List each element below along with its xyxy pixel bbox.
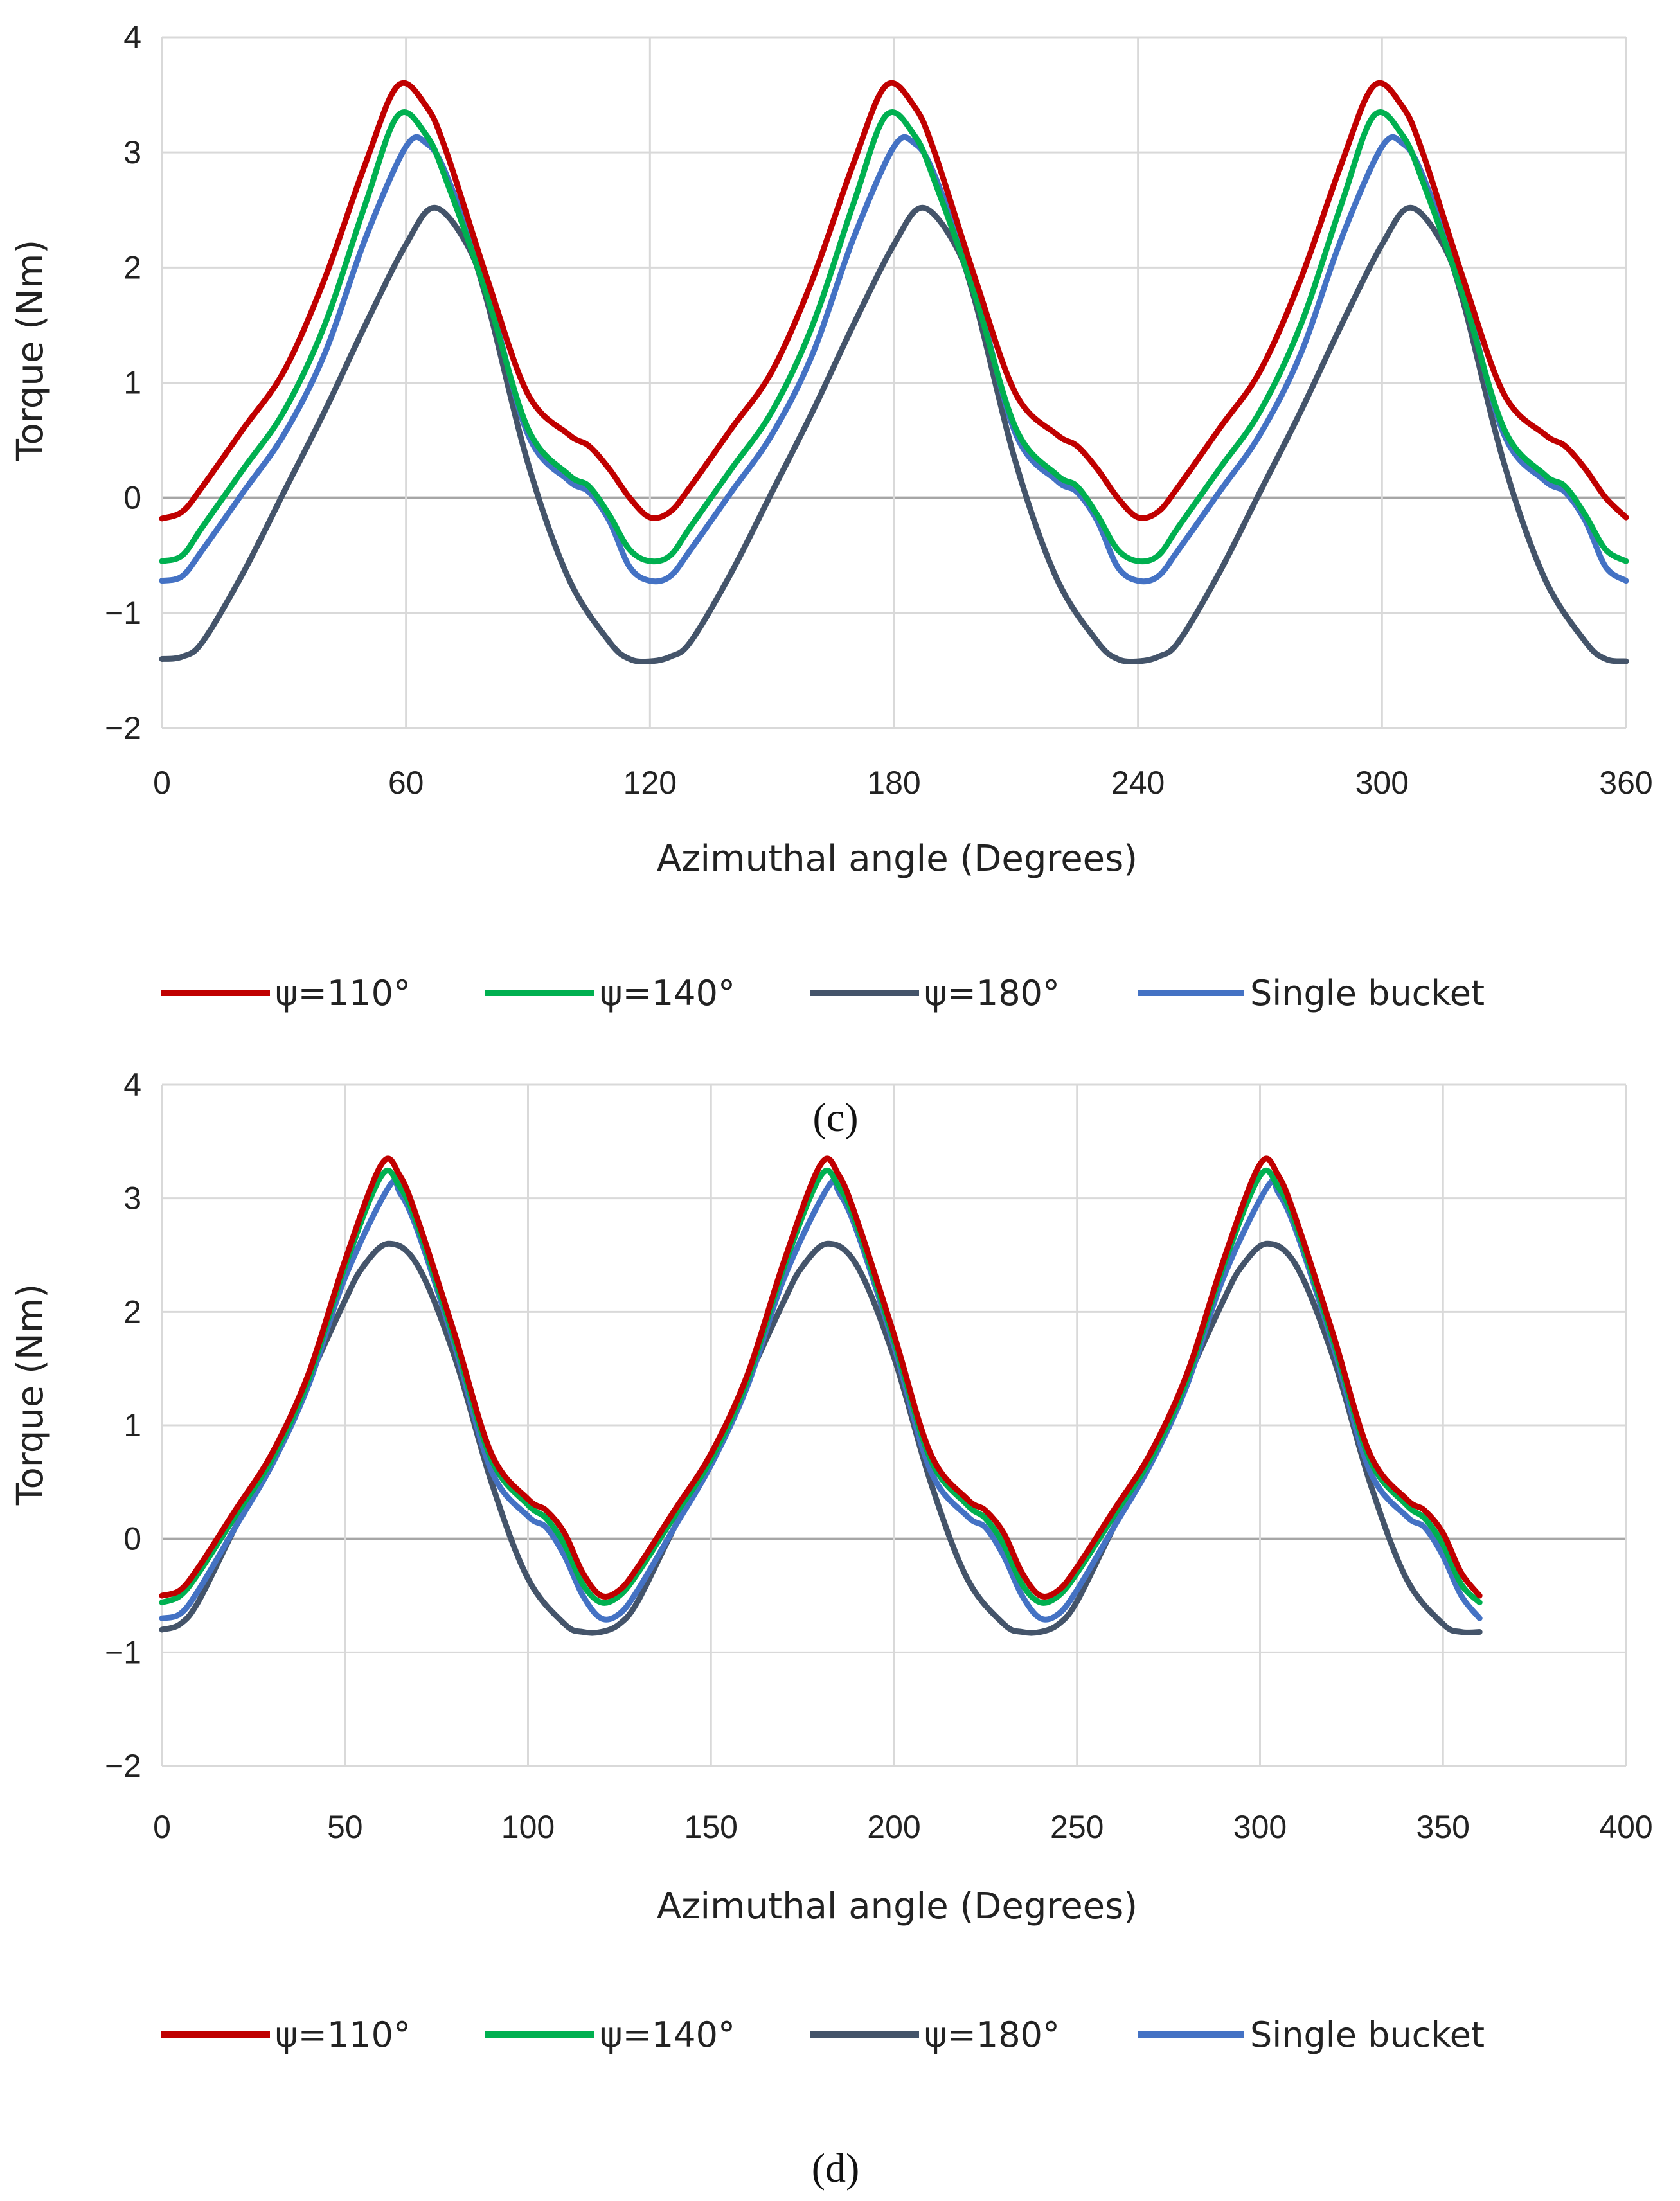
x-axis-title: Azimuthal angle (Degrees) <box>657 838 1138 880</box>
xtick-label: 0 <box>153 765 171 801</box>
ytick-label: 1 <box>123 1407 141 1443</box>
xtick-label: 200 <box>867 1809 920 1845</box>
x-axis-title: Azimuthal angle (Degrees) <box>657 1885 1138 1927</box>
legend-label-psi-140: ψ=140° <box>600 2015 735 2055</box>
series-line--140- <box>159 109 1629 565</box>
xtick-label: 120 <box>623 765 677 801</box>
legend-label-psi-180: ψ=180° <box>924 973 1060 1013</box>
xtick-label: 50 <box>327 1809 363 1845</box>
series-line--180- <box>159 204 1629 665</box>
xtick-label: 250 <box>1050 1809 1104 1845</box>
xtick-labels-c: 0 60 120 180 240 300 360 <box>153 765 1653 801</box>
ytick-labels-c: −2 −1 0 1 2 3 4 <box>105 19 141 746</box>
ytick-label: 2 <box>123 1294 141 1330</box>
xtick-label: 150 <box>684 1809 738 1845</box>
ytick-label: 3 <box>123 1181 141 1216</box>
ytick-label: −2 <box>105 710 141 746</box>
ytick-label: −1 <box>105 1634 141 1670</box>
xtick-label: 350 <box>1416 1809 1470 1845</box>
series-line--180- <box>159 1240 1483 1636</box>
ytick-label: 3 <box>123 134 141 170</box>
panel-label-c: (c) <box>812 1094 858 1140</box>
xtick-label: 400 <box>1599 1809 1652 1845</box>
xtick-label: 60 <box>388 765 424 801</box>
grid-d <box>161 1083 1627 1767</box>
ytick-label: 0 <box>123 1521 141 1557</box>
ytick-label: 4 <box>123 1067 141 1103</box>
xtick-label: 0 <box>153 1809 171 1845</box>
ytick-label: −1 <box>105 595 141 631</box>
y-axis-title: Torque (Nm) <box>10 1284 51 1506</box>
xtick-label: 100 <box>501 1809 555 1845</box>
series-line--110- <box>159 1155 1483 1600</box>
legend-label-psi-110: ψ=110° <box>275 2015 411 2055</box>
legend-label-single-bucket: Single bucket <box>1250 973 1485 1013</box>
panel-label-d: (d) <box>812 2145 860 2191</box>
ytick-labels-d: −2 −1 0 1 2 3 4 <box>105 1067 141 1784</box>
xtick-label: 240 <box>1111 765 1165 801</box>
chart-panel-c: −2 −1 0 1 2 3 4 0 60 120 180 240 300 360… <box>10 19 1653 1140</box>
ytick-label: 4 <box>123 19 141 55</box>
y-axis-title: Torque (Nm) <box>10 240 51 461</box>
chart-panel-d: −2 −1 0 1 2 3 4 0 50 100 150 200 250 300… <box>10 1067 1653 2191</box>
legend-label-psi-110: ψ=110° <box>275 973 411 1013</box>
xtick-label: 360 <box>1599 765 1652 801</box>
grid-c <box>161 36 1627 729</box>
series-line-single-bucket <box>159 134 1629 585</box>
legend-label-psi-140: ψ=140° <box>600 973 735 1013</box>
ytick-label: −2 <box>105 1748 141 1784</box>
xtick-label: 300 <box>1233 1809 1287 1845</box>
legend-label-single-bucket: Single bucket <box>1250 2015 1485 2055</box>
ytick-label: 2 <box>123 249 141 285</box>
series-line--140- <box>159 1168 1483 1606</box>
legend-d: ψ=110° ψ=140° ψ=180° Single bucket <box>161 2015 1485 2055</box>
ytick-label: 1 <box>123 365 141 401</box>
ytick-label: 0 <box>123 480 141 516</box>
xtick-label: 300 <box>1355 765 1409 801</box>
legend-label-psi-180: ψ=180° <box>924 2015 1060 2055</box>
series-lines-d <box>159 1155 1483 1636</box>
xtick-label: 180 <box>867 765 920 801</box>
legend-c: ψ=110° ψ=140° ψ=180° Single bucket <box>161 973 1485 1013</box>
series-lines-c <box>159 80 1629 665</box>
series-line--110- <box>159 80 1629 522</box>
xtick-labels-d: 0 50 100 150 200 250 300 350 400 <box>153 1809 1653 1845</box>
